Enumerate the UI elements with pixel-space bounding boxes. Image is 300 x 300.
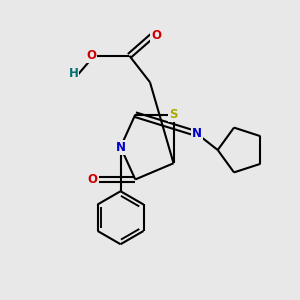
Text: S: S bbox=[169, 108, 178, 121]
Text: O: O bbox=[86, 49, 96, 62]
Text: O: O bbox=[88, 173, 98, 186]
Text: H: H bbox=[68, 67, 78, 80]
Text: O: O bbox=[151, 29, 161, 42]
Text: N: N bbox=[192, 127, 202, 140]
Text: N: N bbox=[116, 141, 126, 154]
